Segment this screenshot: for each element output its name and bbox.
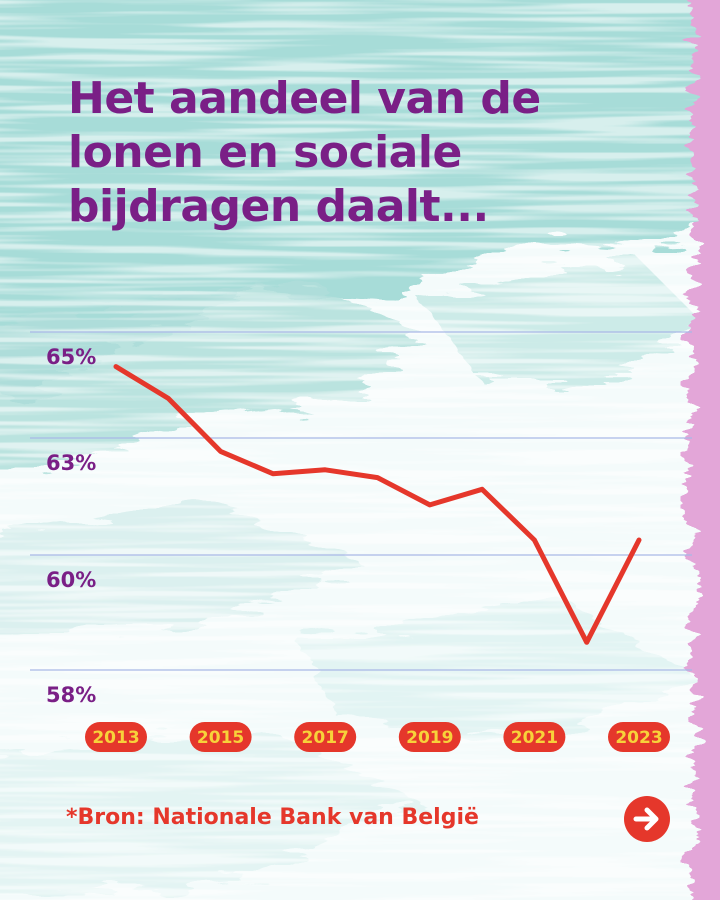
x-tick-label: 2013 <box>92 728 139 748</box>
x-tick-pill <box>608 722 670 752</box>
x-tick-pill <box>189 722 252 752</box>
x-tick-label: 2019 <box>406 728 453 748</box>
x-tick: 2015 <box>189 722 252 752</box>
x-axis-ticks: 2013 2015 2017 2019 2021 2023 <box>85 722 670 752</box>
line-chart: 65% 63% 60% 58% 2013 2015 2017 2019 2021 2023 <box>30 331 692 752</box>
y-tick-label: 58% <box>46 683 96 707</box>
x-tick: 2021 <box>503 722 566 752</box>
x-tick-pill <box>398 722 461 752</box>
x-tick-label: 2021 <box>511 728 558 748</box>
x-tick-pill <box>85 722 147 752</box>
x-tick-label: 2017 <box>302 728 349 748</box>
x-tick: 2017 <box>294 722 357 752</box>
series-layer <box>113 364 642 645</box>
source-note: *Bron: Nationale Bank van België <box>66 805 479 830</box>
next-slide-button[interactable] <box>624 796 670 842</box>
x-tick: 2013 <box>85 722 147 752</box>
x-tick-label: 2023 <box>615 728 662 748</box>
x-tick-pill <box>503 722 566 752</box>
y-tick-label: 63% <box>46 451 96 475</box>
arrow-right-icon <box>633 807 659 831</box>
y-axis-ticks: 65% 63% 60% 58% <box>46 345 96 707</box>
title-line-1: Het aandeel van de <box>68 73 541 124</box>
y-tick-label: 65% <box>46 345 96 369</box>
x-tick-label: 2015 <box>197 728 244 748</box>
x-tick: 2023 <box>608 722 670 752</box>
x-tick: 2019 <box>398 722 461 752</box>
x-tick-pill <box>294 722 357 752</box>
title-line-2: lonen en sociale <box>68 127 462 178</box>
series-line <box>113 364 642 645</box>
page-title: Het aandeel van de lonen en sociale bijd… <box>68 72 668 234</box>
gridlines <box>30 331 692 671</box>
y-tick-label: 60% <box>46 568 96 592</box>
title-line-3: bijdragen daalt... <box>68 181 489 232</box>
